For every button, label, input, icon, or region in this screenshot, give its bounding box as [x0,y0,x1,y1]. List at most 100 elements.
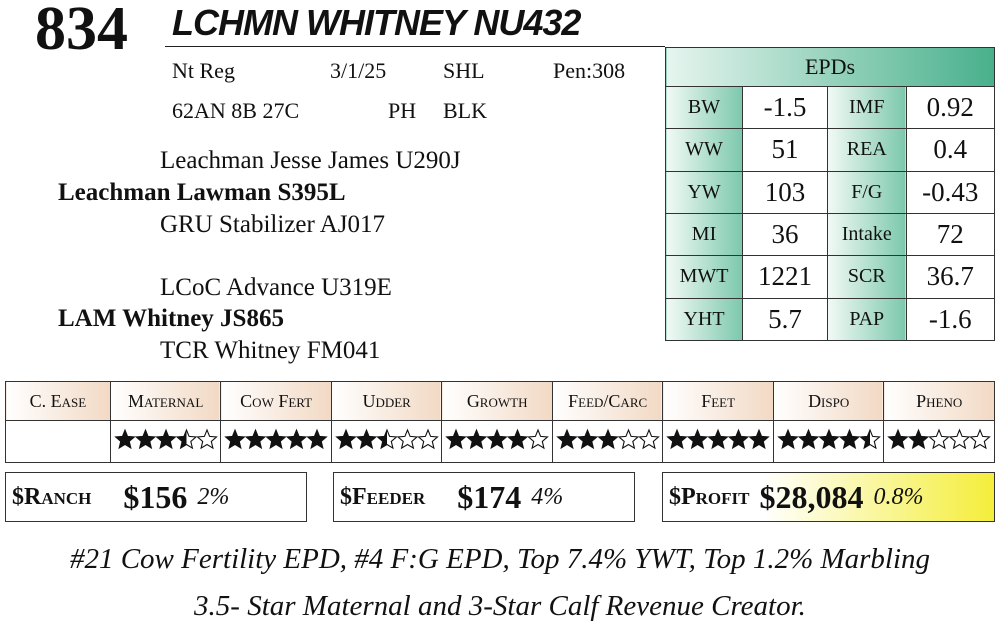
star [555,428,578,450]
star [686,428,709,450]
epd-label: REA [826,128,907,172]
rating-cell [5,420,111,463]
epd-label: SCR [826,255,907,299]
info: 3/1/25 [330,58,387,83]
index-box: $Feeder $174 4% [333,472,635,522]
star [506,428,529,450]
info: PH [388,98,417,123]
star [527,428,550,450]
index-box: $Profit $28,084 0.8% [662,472,995,522]
epd-value: 36 [742,212,828,257]
epd-label: MI [664,212,744,257]
epd-title: EPDs [665,47,995,87]
rating-cell [772,420,885,463]
star [306,428,328,450]
info: Pen:308 [553,58,626,83]
index-label: $Ranch [12,483,92,510]
rating-category: Feet [662,381,774,421]
epd-label: WW [664,128,744,172]
rating-category: Pheno [883,381,995,421]
index-value: $174 [457,478,522,515]
pedigree: GRU Stabilizer AJ017 [160,211,385,238]
star-rating [224,428,328,450]
epd-value: 0.4 [905,128,996,172]
star [637,428,660,450]
epd-value: 1221 [742,255,828,299]
epd-value: 5.7 [742,297,828,342]
index-label: $Profit [669,483,750,510]
epd-value: 103 [742,170,828,214]
star [224,428,246,450]
rating-category: Maternal [109,381,222,421]
epd-label: IMF [826,85,907,130]
star [969,428,992,450]
ratings-header: C. Ease Maternal Cow Fert Udder Growth Feed/C… [5,381,995,421]
star [838,428,860,450]
info: SHL [443,58,485,83]
pedigree: LCoC Advance U319E [160,274,392,301]
star [748,428,770,450]
star [666,428,688,450]
epd-table: EPDs BW -1.5 IMF 0.92 WW 51 REA 0.4 YW 103 F/G -0.43… [664,47,996,342]
info: BLK [443,98,487,123]
index-value: $28,084 [759,478,864,515]
star [134,428,156,450]
star [948,428,971,450]
star [817,428,840,450]
star [797,428,819,450]
epd-label: F/G [826,170,907,214]
rating-category: Udder [330,381,443,421]
epd-label: Intake [826,212,907,257]
star [465,428,488,450]
epd-value: 0.92 [905,85,996,130]
epd-value: -1.5 [742,85,828,130]
star [727,428,750,450]
star [617,428,640,450]
star [195,428,218,450]
rating-cell [441,420,553,463]
star [887,428,909,450]
epd-row: YHT 5.7 PAP -1.6 [664,297,996,342]
pedigree: Leachman Lawman S395L [58,179,346,206]
ratings-stars [5,420,995,463]
star [776,428,799,450]
epd-label: YHT [664,297,744,342]
note: 3.5- Star Maternal and 3-Star Calf Reven… [194,590,806,622]
epd-label: PAP [826,297,907,342]
rating-cell [551,420,664,463]
index-percent: 0.8% [873,483,924,510]
epd-value: 51 [742,128,828,172]
ratings-table: C. Ease Maternal Cow Fert Udder Growth Feed/C… [5,381,995,463]
half-star [377,430,387,449]
index-percent: 4% [531,483,564,510]
epd-row: YW 103 F/G -0.43 [664,170,996,214]
epd-label: YW [664,170,744,214]
half-star [176,430,187,449]
half-star [860,430,870,449]
info: Nt Reg [172,58,235,83]
star [416,428,439,450]
index-box: $Ranch $156 2% [5,472,307,522]
star-rating [887,428,992,450]
star-rating [113,428,218,450]
star-rating [666,428,770,450]
rating-category: C. Ease [5,381,111,421]
pedigree: LAM Whitney JS865 [58,305,284,332]
epd-label: MWT [664,255,744,299]
epd-value: 72 [905,212,996,257]
index-percent: 2% [197,483,230,510]
epd-value: -1.6 [905,297,996,342]
star-rating [555,428,660,450]
star [486,428,508,450]
rating-cell [109,420,222,463]
rating-cell [330,420,443,463]
star [396,428,419,450]
star [445,428,467,450]
epd-row: BW -1.5 IMF 0.92 [664,85,996,130]
epd-value: -0.43 [905,170,996,214]
rating-category: Cow Fert [220,381,332,421]
epd-row: MWT 1221 SCR 36.7 [664,255,996,299]
rule [165,46,665,47]
star [265,428,287,450]
